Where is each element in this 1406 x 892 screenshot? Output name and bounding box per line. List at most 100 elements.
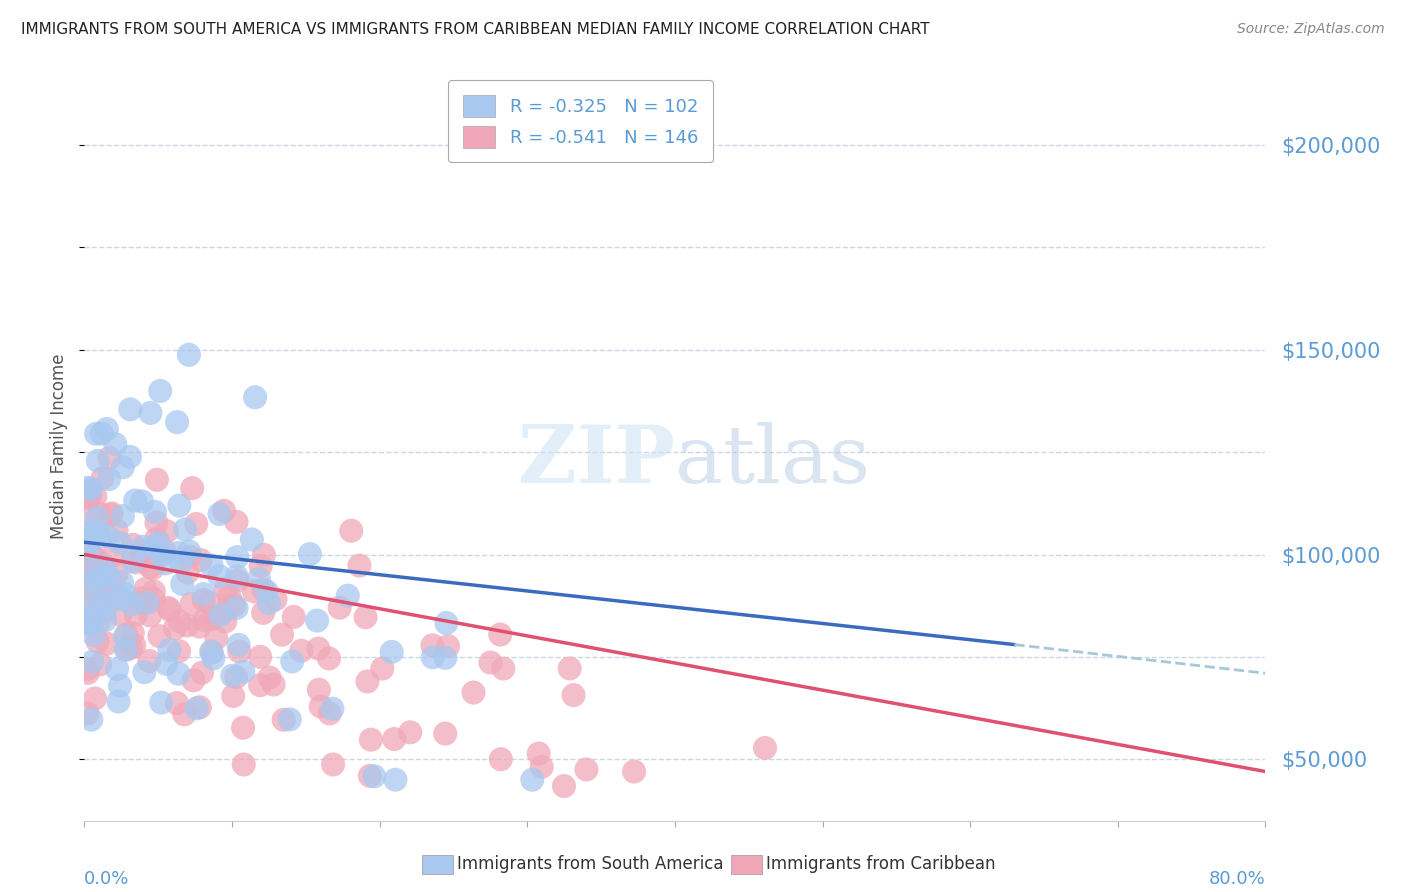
Point [290, 644, 312, 658]
Point [191, 665, 214, 680]
Point [307, 614, 329, 628]
Point [159, 643, 181, 657]
Point [530, 760, 553, 774]
Point [307, 641, 329, 656]
Point [76, 547, 98, 561]
Point [80, 590, 103, 604]
Point [111, 508, 134, 523]
Point [96, 636, 118, 650]
Point [83, 628, 105, 642]
Point [120, 402, 142, 417]
Point [208, 507, 231, 521]
Point [94, 613, 117, 627]
Point [228, 644, 250, 658]
Point [120, 640, 142, 655]
Point [139, 406, 162, 420]
Point [121, 598, 143, 612]
Point [96, 529, 118, 543]
Point [87, 454, 110, 468]
Point [77, 491, 100, 505]
Point [122, 639, 145, 653]
Point [174, 523, 197, 537]
Point [124, 493, 146, 508]
Point [108, 679, 131, 693]
Point [148, 535, 170, 549]
Point [232, 665, 254, 679]
Point [249, 678, 271, 692]
Point [225, 601, 247, 615]
Point [363, 769, 385, 783]
Point [249, 649, 271, 664]
Point [143, 505, 166, 519]
Point [157, 601, 180, 615]
Point [181, 481, 204, 495]
Text: ZIP: ZIP [517, 422, 675, 500]
Point [80, 508, 103, 523]
Point [522, 772, 544, 787]
Point [134, 665, 156, 680]
Point [93, 559, 115, 574]
Point [114, 587, 136, 601]
Point [436, 615, 458, 630]
Point [84, 691, 107, 706]
Point [463, 685, 485, 699]
Point [77, 615, 100, 630]
Point [121, 554, 143, 568]
Point [167, 666, 190, 681]
Point [138, 654, 160, 668]
Point [114, 630, 136, 644]
Point [253, 548, 276, 562]
Point [89, 591, 111, 606]
Point [354, 610, 377, 624]
Point [329, 600, 352, 615]
Point [80, 482, 103, 496]
Point [527, 747, 550, 761]
Point [87, 615, 110, 629]
Point [437, 639, 460, 653]
Point [84, 490, 107, 504]
Point [264, 592, 287, 607]
Point [200, 612, 222, 626]
Point [243, 390, 266, 404]
Point [200, 558, 222, 573]
Text: IMMIGRANTS FROM SOUTH AMERICA VS IMMIGRANTS FROM CARIBBEAN MEDIAN FAMILY INCOME : IMMIGRANTS FROM SOUTH AMERICA VS IMMIGRA… [21, 22, 929, 37]
Point [122, 597, 145, 611]
Point [252, 606, 274, 620]
Point [90, 426, 112, 441]
Point [225, 569, 247, 583]
Point [359, 769, 381, 783]
Point [176, 566, 198, 580]
Point [226, 550, 249, 565]
Point [93, 586, 115, 600]
Point [77, 561, 100, 575]
Point [259, 671, 281, 685]
Point [218, 590, 240, 604]
Point [76, 582, 98, 596]
Point [105, 566, 128, 581]
Point [422, 650, 444, 665]
Point [247, 572, 270, 586]
Point [623, 764, 645, 779]
Point [145, 532, 167, 546]
Point [190, 553, 212, 567]
Point [146, 473, 169, 487]
Point [243, 584, 266, 599]
Point [240, 533, 263, 547]
Point [166, 415, 188, 429]
Point [118, 450, 141, 464]
Point [149, 547, 172, 561]
Point [492, 661, 515, 675]
Point [86, 572, 108, 586]
Point [101, 549, 124, 563]
Point [308, 682, 330, 697]
Point [336, 589, 359, 603]
Point [82, 549, 104, 564]
Point [101, 576, 124, 591]
Point [214, 582, 236, 596]
Point [142, 584, 165, 599]
Point [105, 662, 128, 676]
Point [115, 627, 138, 641]
Point [349, 558, 371, 573]
Point [167, 644, 190, 658]
Point [96, 422, 118, 436]
